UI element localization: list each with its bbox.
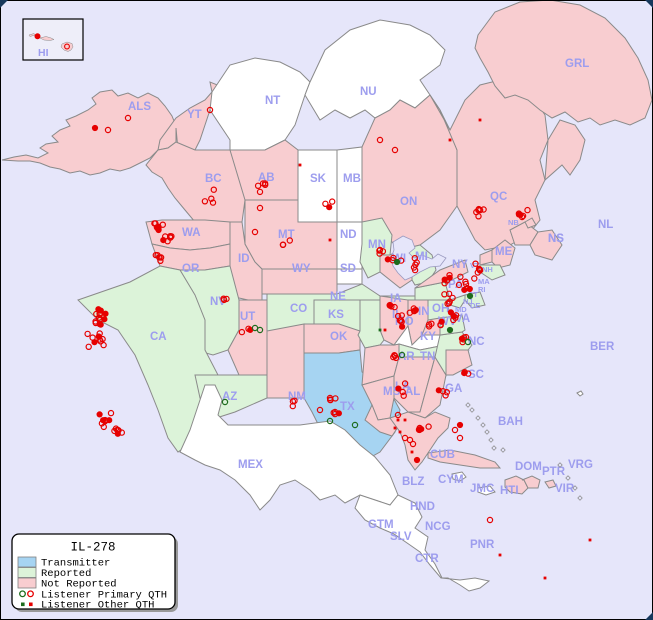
svg-text:SD: SD	[340, 263, 356, 275]
svg-text:TX: TX	[340, 401, 355, 413]
svg-text:YT: YT	[187, 109, 202, 121]
svg-text:AL: AL	[405, 386, 420, 398]
svg-text:GTM: GTM	[368, 519, 394, 531]
svg-text:NH: NH	[482, 265, 493, 274]
svg-text:HI: HI	[38, 47, 49, 59]
svg-text:AZ: AZ	[222, 391, 237, 403]
svg-text:IN: IN	[418, 306, 430, 318]
svg-text:NY: NY	[452, 259, 468, 271]
svg-text:SLV: SLV	[390, 531, 412, 543]
svg-text:WY: WY	[292, 263, 311, 275]
svg-text:UT: UT	[240, 311, 255, 323]
svg-text:IL-278: IL-278	[70, 541, 115, 555]
svg-text:PTR: PTR	[542, 466, 566, 478]
svg-text:ME: ME	[495, 246, 513, 258]
svg-text:OK: OK	[330, 331, 348, 343]
svg-text:NT: NT	[265, 95, 280, 107]
svg-text:NCG: NCG	[425, 521, 451, 533]
svg-text:GRL: GRL	[565, 58, 589, 70]
svg-text:JMC: JMC	[470, 483, 494, 495]
svg-text:BLZ: BLZ	[402, 476, 424, 488]
svg-text:CTR: CTR	[415, 553, 439, 565]
svg-text:HND: HND	[410, 501, 435, 513]
svg-text:CO: CO	[290, 303, 307, 315]
svg-text:ON: ON	[400, 196, 417, 208]
svg-text:BER: BER	[590, 341, 615, 353]
svg-text:NB: NB	[508, 218, 519, 227]
svg-text:NL: NL	[598, 219, 613, 231]
svg-text:NS: NS	[548, 233, 564, 245]
svg-text:ND: ND	[340, 229, 357, 241]
svg-text:CA: CA	[150, 331, 167, 343]
svg-text:NE: NE	[330, 291, 346, 303]
svg-text:QC: QC	[490, 191, 507, 203]
svg-text:DE: DE	[470, 301, 480, 310]
svg-text:NU: NU	[360, 86, 377, 98]
svg-text:HTI: HTI	[500, 485, 519, 497]
svg-text:Listener Other QTH: Listener Other QTH	[41, 600, 154, 612]
svg-text:BC: BC	[205, 173, 222, 185]
svg-text:OR: OR	[182, 263, 200, 275]
svg-text:ID: ID	[238, 253, 250, 265]
svg-text:TN: TN	[420, 351, 435, 363]
svg-text:PNR: PNR	[470, 539, 495, 551]
svg-text:WA: WA	[182, 227, 201, 239]
svg-text:DOM: DOM	[515, 461, 542, 473]
svg-text:BAH: BAH	[498, 416, 523, 428]
svg-text:MEX: MEX	[238, 459, 263, 471]
svg-text:SK: SK	[310, 173, 327, 185]
svg-text:CUB: CUB	[430, 449, 455, 461]
svg-text:ALS: ALS	[128, 101, 151, 113]
svg-text:CYM: CYM	[438, 474, 464, 486]
svg-text:VRG: VRG	[568, 459, 593, 471]
svg-text:KS: KS	[328, 309, 344, 321]
svg-text:VIR: VIR	[555, 483, 575, 495]
svg-text:MB: MB	[343, 173, 361, 185]
svg-text:RI: RI	[478, 285, 486, 294]
svg-text:KY: KY	[420, 331, 436, 343]
